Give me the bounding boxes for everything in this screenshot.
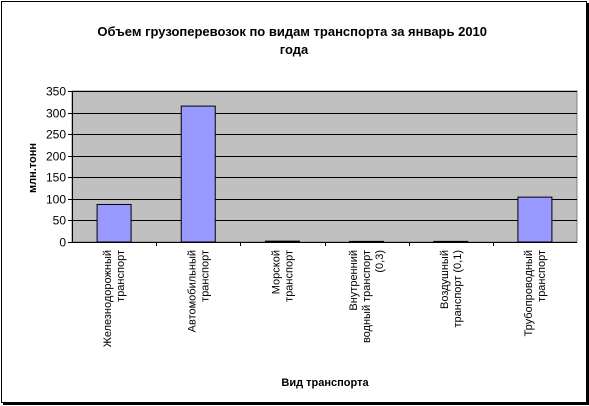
x-category-label: Воздушныйтранспорт (0,1): [439, 250, 464, 328]
bar: [517, 196, 553, 243]
x-category-label-line: Трубопроводный: [523, 250, 535, 336]
plot-area: 050100150200250300350Железнодорожныйтран…: [46, 85, 578, 347]
x-category-label-line: Железнодорожный: [102, 250, 114, 347]
y-tick-label: 50: [53, 214, 67, 228]
y-tick-label: 100: [46, 193, 66, 207]
plot-background: [71, 90, 578, 243]
y-tick-label: 300: [46, 107, 66, 121]
y-tick-label: 0: [59, 236, 66, 250]
x-category-label-line: транспорт (0,1): [452, 250, 464, 328]
bar: [433, 240, 469, 243]
chart-title-line-2: года: [280, 42, 309, 57]
y-tick-label: 350: [46, 85, 66, 99]
x-category-label-line: водный транспорт: [361, 250, 373, 343]
x-category-label: Железнодорожныйтранспорт: [102, 250, 127, 347]
y-axis-title: млн.тонн: [27, 143, 39, 193]
chart-title: Объем грузоперевозок по видам транспорта…: [97, 24, 490, 57]
bar: [264, 240, 300, 243]
x-category-label: Трубопроводныйтранспорт: [523, 250, 548, 336]
x-category-label-line: (0,3): [374, 250, 386, 273]
x-category-label: Внутреннийводный транспорт(0,3): [348, 250, 386, 343]
y-tick-label: 250: [46, 128, 66, 142]
x-category-label-line: Воздушный: [439, 250, 451, 309]
bar: [180, 105, 216, 243]
x-category-label: Морскойтранспорт: [270, 250, 295, 302]
bar-chart: Объем грузоперевозок по видам транспорта…: [27, 24, 578, 389]
bar: [96, 203, 132, 243]
y-tick-label: 150: [46, 171, 66, 185]
x-category-label-line: транспорт: [199, 250, 211, 302]
x-category-label-line: транспорт: [115, 250, 127, 302]
x-category-label-line: Морской: [270, 250, 282, 294]
x-category-label-line: транспорт: [536, 250, 548, 302]
x-category-label: Автомобильныйтранспорт: [186, 250, 211, 332]
x-axis-title: Вид транспорта: [281, 377, 369, 389]
chart-title-line-1: Объем грузоперевозок по видам транспорта…: [97, 24, 487, 39]
x-category-label-line: Автомобильный: [186, 250, 198, 332]
x-category-label-line: Внутренний: [348, 250, 360, 311]
y-tick-label: 200: [46, 150, 66, 164]
bar: [349, 240, 385, 243]
x-category-label-line: транспорт: [283, 250, 295, 302]
